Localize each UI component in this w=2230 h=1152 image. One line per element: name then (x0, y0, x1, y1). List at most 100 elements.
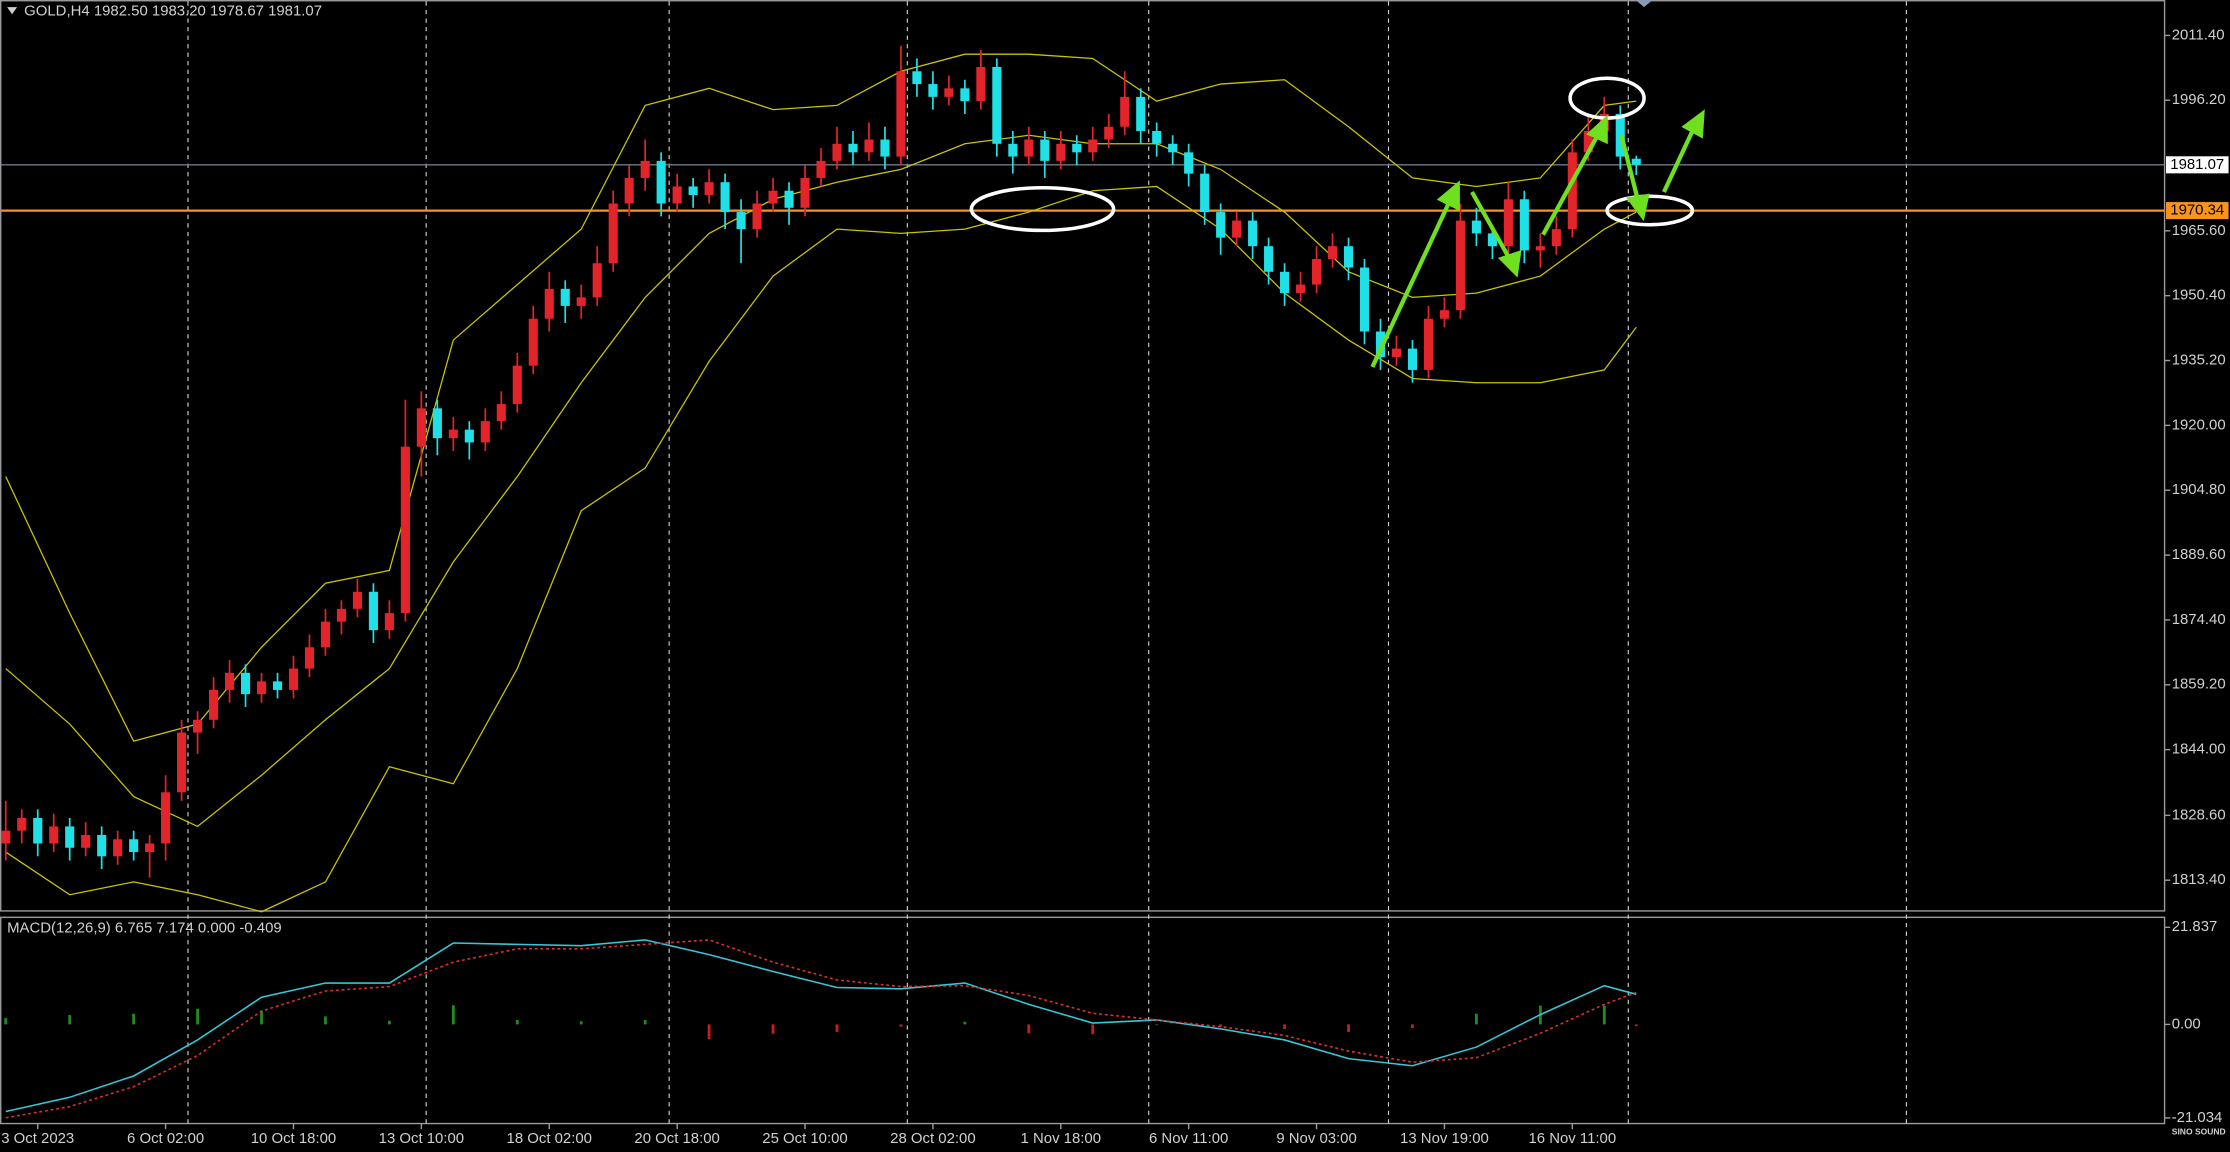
candle-body (1583, 130, 1593, 153)
candle-body (496, 404, 506, 422)
candle-body (97, 834, 107, 857)
candle-body (640, 160, 650, 178)
candle-body (1487, 233, 1497, 247)
candle-body (1024, 139, 1034, 157)
bollinger-band (5, 134, 1637, 828)
arrow (1370, 198, 1453, 368)
x-tick-label: 16 Nov 11:00 (1528, 1130, 1616, 1147)
candle-body (1280, 271, 1290, 294)
histogram-bar (324, 1016, 327, 1025)
y-tick-label: 1813.40 (2172, 871, 2226, 888)
candle-body (81, 834, 91, 848)
candle-body (480, 421, 490, 443)
y-tick-label: 1996.20 (2172, 91, 2226, 108)
candle-body (944, 88, 954, 97)
histogram-bar (196, 1008, 200, 1025)
candle-body (1040, 139, 1050, 161)
histogram-bar (1219, 1024, 1223, 1027)
candle-body (1471, 220, 1481, 234)
histogram-bar (771, 1024, 775, 1034)
candle-body (416, 408, 426, 447)
candle-body (688, 186, 698, 195)
candle-body (1264, 246, 1274, 272)
candle-body (193, 719, 203, 733)
menu-icon[interactable] (7, 7, 18, 15)
candle-body (560, 288, 570, 306)
candle-body (1232, 220, 1242, 238)
candle-body (288, 668, 299, 690)
candle-body (1216, 212, 1226, 238)
candle-body (1327, 246, 1338, 259)
candle-body (800, 177, 810, 208)
candle-body (400, 446, 410, 614)
candle-body (1056, 143, 1066, 161)
bollinger-band (5, 53, 1637, 742)
macd-line (5, 939, 1637, 1119)
candle-body (960, 88, 970, 102)
histogram-bar (579, 1021, 583, 1025)
y-tick-label: 21.837 (2172, 918, 2218, 935)
candle-body (1, 830, 11, 844)
x-tick-label: 3 Oct 2023 (1, 1130, 74, 1147)
candle-body (816, 160, 826, 178)
candle-body (464, 429, 474, 443)
annotations (969, 76, 1705, 368)
histogram-bar (515, 1019, 519, 1025)
histogram-bar (899, 1024, 903, 1027)
histogram-bar (1283, 1024, 1287, 1029)
candle-body (784, 190, 794, 208)
histogram-bar (1155, 1024, 1159, 1026)
candle-body (1168, 143, 1178, 153)
candle-body (1296, 284, 1306, 294)
candle-body (1551, 229, 1561, 247)
candle-body (209, 689, 219, 720)
histogram-bar (963, 1021, 967, 1025)
candle-body (320, 621, 331, 648)
y-tick-label: 1904.80 (2172, 481, 2226, 498)
ellipse (969, 185, 1116, 233)
chart-title: GOLD,H4 1982.50 1983.20 1978.67 1981.07 (24, 2, 322, 19)
candle-body (704, 182, 714, 195)
candle-body (1439, 310, 1449, 319)
candle-body (992, 66, 1002, 144)
candle-body (161, 792, 171, 844)
candle-body (1519, 199, 1529, 251)
candle-body (848, 143, 858, 153)
bollinger-band (5, 185, 1637, 913)
candle-body (17, 817, 27, 831)
y-tick-label: 1859.20 (2172, 676, 2226, 693)
candle-body (1104, 126, 1114, 140)
candle-body (1391, 348, 1402, 358)
histogram-bar (68, 1015, 72, 1025)
x-tick-label: 6 Oct 02:00 (127, 1130, 204, 1147)
histogram-bar (1091, 1024, 1095, 1035)
price-label-box (2166, 156, 2229, 174)
candle-body (1200, 173, 1210, 213)
candle-body (912, 71, 922, 85)
candle-body (832, 143, 842, 161)
y-tick-label: 1965.60 (2172, 222, 2226, 239)
price-label-box (2166, 202, 2229, 220)
histogram-bar (1474, 1013, 1478, 1025)
candle-body (544, 288, 554, 319)
candle-body (272, 681, 283, 690)
histogram-bar (643, 1019, 647, 1025)
main-frame (0, 0, 2166, 912)
x-tick-label: 20 Oct 18:00 (634, 1130, 719, 1147)
candle-body (752, 203, 762, 230)
candle-body (1343, 246, 1354, 268)
arrow (1619, 134, 1641, 203)
candle-body (1455, 220, 1465, 311)
candle-body (304, 647, 315, 669)
candle-body (49, 826, 59, 844)
candle-body (1136, 96, 1146, 131)
x-tick-label: 25 Oct 10:00 (762, 1130, 847, 1147)
candle-body (928, 84, 938, 97)
candle-body (736, 212, 746, 230)
x-tick-label: 13 Oct 10:00 (379, 1130, 464, 1147)
candle-body (145, 843, 155, 853)
